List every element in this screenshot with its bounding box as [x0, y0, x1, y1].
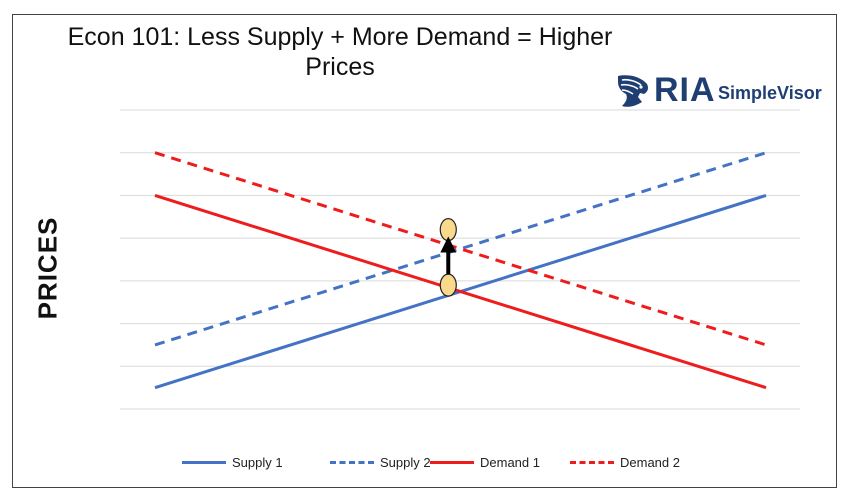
chart-title-line-2: Prices	[305, 53, 375, 81]
chart-legend: Supply 1 Supply 2 Demand 1 Demand 2	[0, 450, 850, 474]
legend-item-supply-2: Supply 2	[330, 450, 431, 474]
ria-logo: RIA SimpleVisor	[614, 70, 822, 114]
legend-label: Supply 1	[232, 454, 283, 470]
legend-item-supply-1: Supply 1	[182, 450, 283, 474]
eagle-head-icon	[618, 75, 648, 107]
logo-subname: SimpleVisor	[718, 83, 822, 103]
legend-swatch	[570, 460, 614, 464]
legend-item-demand-2: Demand 2	[570, 450, 680, 474]
legend-swatch	[182, 460, 226, 464]
series-line-demand-1	[154, 193, 767, 390]
equilibrium-point-2	[439, 218, 457, 242]
chart-title: Econ 101: Less Supply + More Demand = Hi…	[30, 22, 650, 82]
legend-swatch	[430, 460, 474, 464]
logo-wordmark: RIA	[654, 71, 716, 109]
legend-item-demand-1: Demand 1	[430, 450, 540, 474]
series-line-supply-2	[154, 151, 767, 347]
legend-swatch	[330, 460, 374, 464]
chart-title-line-1: Econ 101: Less Supply + More Demand = Hi…	[67, 23, 613, 51]
legend-label: Supply 2	[380, 454, 431, 470]
series-line-demand-2	[154, 151, 767, 347]
equilibrium-point-1	[439, 273, 457, 297]
legend-label: Demand 2	[620, 454, 680, 470]
legend-label: Demand 1	[480, 454, 540, 470]
